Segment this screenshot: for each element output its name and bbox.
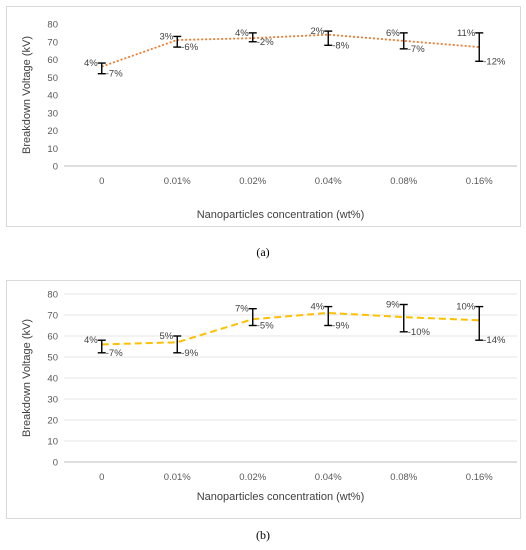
error-label-plus: 4%	[311, 302, 325, 313]
y-tick-label: 30	[47, 395, 58, 406]
series-line	[101, 311, 480, 346]
chart-panel-1: 0 10 20 30 40 50 60 70 80 0 0.01% 0.02% 0.04% 0.08% 0.…	[6, 280, 521, 519]
error-bar	[324, 30, 333, 46]
y-tick-label: 20	[47, 416, 58, 427]
error-bar	[173, 335, 182, 354]
error-bar	[173, 35, 182, 48]
error-bar	[399, 303, 408, 333]
error-label-minus: -12%	[483, 56, 506, 67]
x-tick-label: 0.16%	[466, 176, 493, 187]
error-label-minus: -7%	[106, 348, 123, 359]
y-tick-label: 40	[47, 374, 58, 385]
error-label-plus: 10%	[456, 302, 476, 313]
chart-frame	[6, 280, 521, 519]
error-label-plus: 6%	[386, 28, 400, 39]
error-label-minus: -5%	[257, 321, 274, 332]
y-axis-title: Breakdown Voltage (kV)	[21, 36, 33, 154]
y-axis-title: Breakdown Voltage (kV)	[21, 319, 33, 437]
y-tick-label: 50	[47, 353, 58, 364]
y-tick-label: 40	[47, 91, 58, 102]
error-label-plus: 7%	[235, 304, 249, 315]
error-label-plus: 2%	[311, 26, 325, 37]
x-axis-title: Nanoparticles concentration (wt%)	[197, 209, 365, 221]
x-tick-label: 0.16%	[466, 472, 493, 483]
error-bar	[475, 32, 484, 62]
error-label-plus: 4%	[84, 58, 98, 69]
series-line	[101, 33, 480, 68]
y-tick-label: 80	[47, 290, 58, 301]
y-tick-label: 60	[47, 55, 58, 66]
x-axis-title: Nanoparticles concentration (wt%)	[197, 491, 365, 503]
y-tick-label: 20	[47, 126, 58, 137]
error-label-plus: 4%	[84, 335, 98, 346]
y-tick-label: 50	[47, 73, 58, 84]
x-tick-label: 0	[99, 176, 104, 187]
error-label-minus: -2%	[257, 37, 274, 48]
error-label-minus: -7%	[408, 44, 425, 55]
error-label-minus: -7%	[106, 69, 123, 80]
error-label-minus: -10%	[408, 327, 431, 338]
y-tick-label: 70	[47, 311, 58, 322]
y-tick-label: 30	[47, 108, 58, 119]
y-tick-label: 80	[47, 20, 58, 31]
y-tick-label: 0	[53, 162, 58, 173]
error-bar	[399, 32, 408, 50]
error-label-plus: 5%	[160, 331, 174, 342]
x-tick-label: 0	[99, 472, 104, 483]
error-bar	[97, 62, 106, 75]
x-tick-label: 0.02%	[239, 176, 266, 187]
error-label-minus: -9%	[332, 321, 349, 332]
error-bar	[97, 339, 106, 354]
y-tick-label: 10	[47, 144, 58, 155]
error-bar	[248, 32, 257, 43]
x-tick-label: 0.01%	[164, 176, 191, 187]
y-tick-label: 60	[47, 332, 58, 343]
error-label-minus: -9%	[181, 348, 198, 359]
chart-frame	[6, 6, 521, 227]
panel-label: (a)	[256, 245, 269, 259]
x-tick-label: 0.08%	[390, 176, 417, 187]
error-label-minus: -8%	[332, 40, 349, 51]
error-bar	[475, 305, 484, 341]
error-label-plus: 4%	[235, 28, 249, 39]
error-label-minus: -14%	[483, 335, 506, 346]
x-tick-label: 0.04%	[315, 472, 342, 483]
x-tick-label: 0.02%	[239, 472, 266, 483]
error-label-plus: 3%	[160, 31, 174, 42]
panel-label: (b)	[256, 528, 270, 542]
y-tick-label: 70	[47, 37, 58, 48]
x-tick-label: 0.08%	[390, 472, 417, 483]
y-tick-label: 0	[53, 458, 58, 469]
x-tick-label: 0.01%	[164, 472, 191, 483]
error-label-plus: 11%	[457, 28, 476, 39]
chart-panel-0: 0 10 20 30 40 50 60 70 80 0 0.01% 0.02% 0.04% 0.08% 0.…	[6, 6, 521, 227]
error-label-plus: 9%	[386, 300, 400, 311]
x-tick-label: 0.04%	[315, 176, 342, 187]
error-bar	[324, 305, 333, 327]
error-bar	[248, 308, 257, 327]
error-label-minus: -6%	[181, 42, 198, 53]
y-tick-label: 10	[47, 437, 58, 448]
